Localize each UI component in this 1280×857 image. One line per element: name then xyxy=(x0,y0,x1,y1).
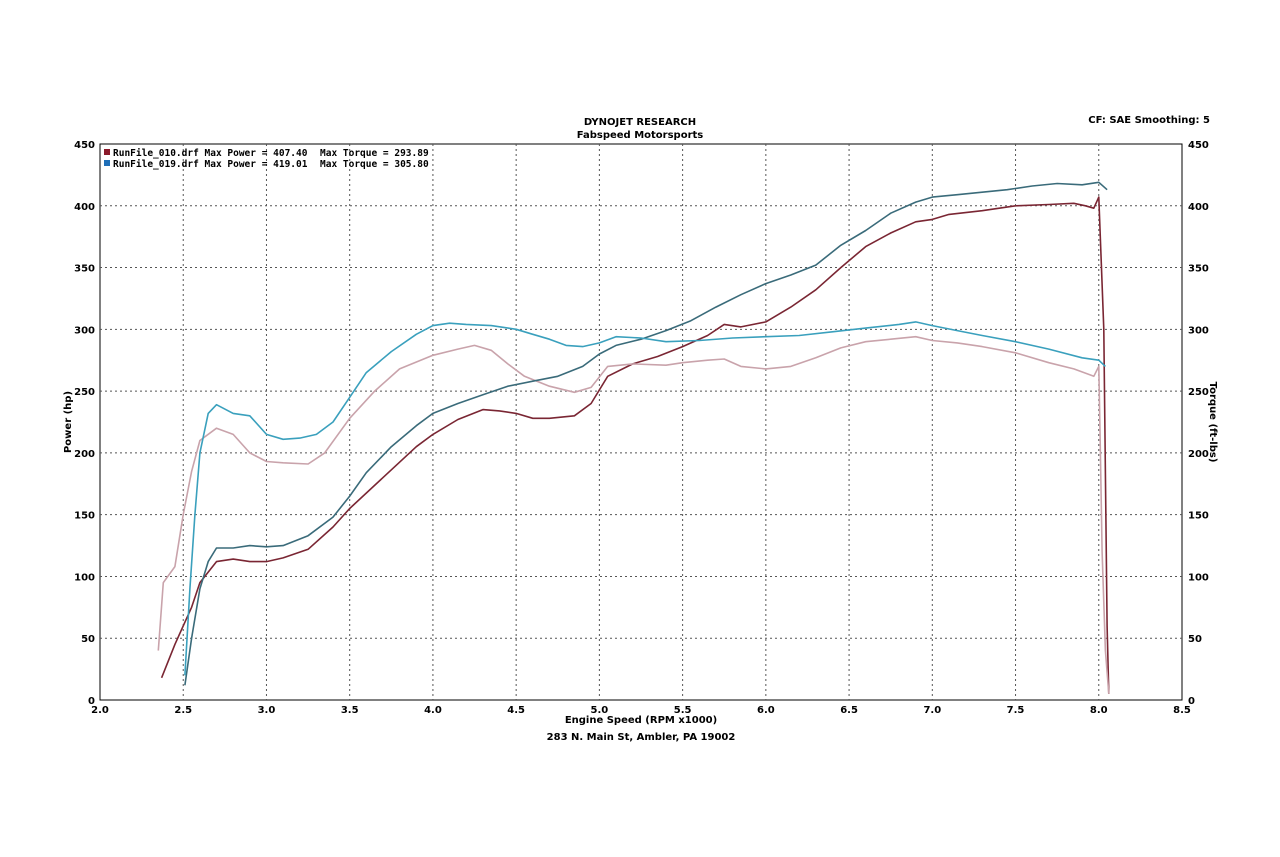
x-axis-label: Engine Speed (RPM x1000) xyxy=(565,715,717,726)
y2-tick-label: 300 xyxy=(1188,325,1209,336)
legend-run010-torque: Max Torque = 293.89 xyxy=(320,148,429,159)
x-tick-label: 8.5 xyxy=(1173,705,1191,716)
run019-power-line xyxy=(184,181,1108,686)
y2-tick-label: 200 xyxy=(1188,449,1209,460)
y2-tick-label: 150 xyxy=(1188,511,1209,522)
y-tick-label: 100 xyxy=(74,572,95,583)
x-tick-label: 6.5 xyxy=(840,705,858,716)
y-tick-label: 400 xyxy=(74,202,95,213)
y-tick-label: 250 xyxy=(74,387,95,398)
chart-subtitle: Fabspeed Motorsports xyxy=(577,130,704,141)
y2-tick-label: 250 xyxy=(1188,387,1209,398)
x-tick-label: 8.0 xyxy=(1090,705,1108,716)
y2-tick-labels: 0 50 100 150 200 250 300 350 400 450 xyxy=(1188,140,1209,707)
legend-swatch-run010 xyxy=(104,149,110,155)
y2-tick-label: 0 xyxy=(1188,696,1195,707)
y-tick-label: 300 xyxy=(74,325,95,336)
settings-label: CF: SAE Smoothing: 5 xyxy=(1088,115,1210,126)
y2-tick-label: 400 xyxy=(1188,202,1209,213)
x-tick-labels: 2.0 2.5 3.0 3.5 4.0 4.5 5.0 5.5 6.0 6.5 7.0 7.5 8.0 8… xyxy=(91,705,1191,716)
y-tick-label: 50 xyxy=(81,634,95,645)
chart-title: DYNOJET RESEARCH xyxy=(584,117,696,128)
legend-run019-power: RunFile_019.drf Max Power = 419.01 xyxy=(113,159,308,170)
y-tick-label: 450 xyxy=(74,140,95,151)
y-tick-labels: 0 50 100 150 200 250 300 350 400 450 xyxy=(74,140,95,707)
grid xyxy=(100,144,1182,700)
y2-tick-label: 350 xyxy=(1188,264,1209,275)
x-tick-label: 7.5 xyxy=(1007,705,1025,716)
footer-address: 283 N. Main St, Ambler, PA 19002 xyxy=(547,732,736,743)
series-lines xyxy=(157,181,1110,694)
run010-torque-line xyxy=(157,335,1110,694)
y-tick-label: 150 xyxy=(74,511,95,522)
plot-area xyxy=(99,143,1183,701)
y-tick-label: 200 xyxy=(74,449,95,460)
legend-swatch-run019 xyxy=(104,160,110,166)
x-tick-label: 5.5 xyxy=(674,705,692,716)
x-tick-label: 2.5 xyxy=(174,705,192,716)
y2-tick-label: 50 xyxy=(1188,634,1202,645)
x-tick-label: 2.0 xyxy=(91,705,109,716)
x-tick-label: 4.5 xyxy=(507,705,525,716)
x-tick-label: 3.0 xyxy=(258,705,276,716)
run019-torque-line xyxy=(184,321,1106,676)
legend: RunFile_010.drf Max Power = 407.40 Max T… xyxy=(104,148,429,170)
y-axis-label: Power (hp) xyxy=(63,391,74,453)
y2-tick-label: 450 xyxy=(1188,140,1209,151)
x-tick-label: 4.0 xyxy=(424,705,442,716)
legend-run019-torque: Max Torque = 305.80 xyxy=(320,159,429,170)
y2-tick-label: 100 xyxy=(1188,572,1209,583)
y-tick-label: 350 xyxy=(74,264,95,275)
x-tick-label: 5.0 xyxy=(591,705,609,716)
y-tick-label: 0 xyxy=(88,696,95,707)
y2-axis-label: Torque (ft-lbs) xyxy=(1207,382,1218,463)
legend-run010-power: RunFile_010.drf Max Power = 407.40 xyxy=(113,148,308,159)
x-tick-label: 3.5 xyxy=(341,705,359,716)
x-tick-label: 7.0 xyxy=(923,705,941,716)
x-tick-label: 6.0 xyxy=(757,705,775,716)
